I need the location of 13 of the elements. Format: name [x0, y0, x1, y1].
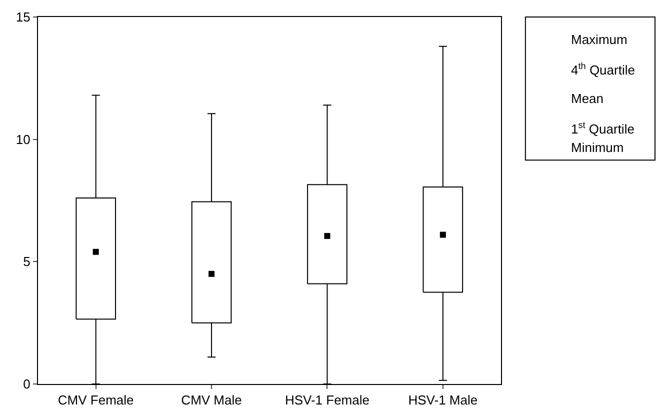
y-tick-label: 15	[16, 10, 30, 25]
y-tick-label: 10	[16, 132, 30, 147]
x-tick-label: CMV Female	[58, 392, 134, 408]
text: Minimum	[571, 140, 624, 155]
text: 1$^{st}$ Quartile	[571, 120, 634, 136]
text: 4$^{th}$ Quartile	[571, 61, 635, 78]
x-tick-label: HSV-1 Female	[284, 392, 370, 408]
text: Mean	[571, 91, 604, 106]
y-tick-label: 0	[23, 376, 30, 392]
x-tick-label: CMV Male	[181, 392, 242, 408]
y-tick-label: 5	[23, 254, 30, 270]
text: Maximum	[571, 32, 628, 47]
x-tick-label: HSV-1 Male	[408, 392, 478, 408]
